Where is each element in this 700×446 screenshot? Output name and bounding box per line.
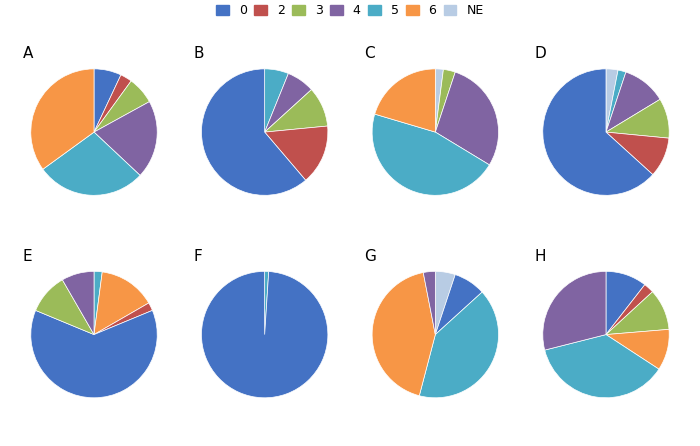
Text: C: C [364,46,374,61]
Wedge shape [606,70,626,132]
Wedge shape [606,271,645,334]
Wedge shape [424,271,435,334]
Wedge shape [265,74,312,132]
Wedge shape [94,271,102,334]
Wedge shape [202,69,306,195]
Legend: 0, 2, 3, 4, 5, 6, NE: 0, 2, 3, 4, 5, 6, NE [214,2,486,20]
Wedge shape [435,72,498,165]
Text: G: G [364,249,376,264]
Wedge shape [606,329,669,369]
Wedge shape [94,272,148,334]
Wedge shape [94,303,153,334]
Text: D: D [535,46,547,61]
Wedge shape [94,69,121,132]
Wedge shape [372,273,435,396]
Text: E: E [23,249,32,264]
Wedge shape [606,72,660,132]
Wedge shape [43,132,140,195]
Wedge shape [94,81,149,132]
Wedge shape [372,114,489,195]
Wedge shape [202,271,328,398]
Wedge shape [31,310,158,398]
Text: B: B [194,46,204,61]
Wedge shape [265,271,269,334]
Wedge shape [606,292,669,334]
Wedge shape [31,69,94,169]
Wedge shape [606,132,669,174]
Wedge shape [606,69,618,132]
Wedge shape [374,69,435,132]
Text: A: A [23,46,34,61]
Wedge shape [606,285,652,334]
Wedge shape [435,271,455,334]
Wedge shape [545,334,659,398]
Text: F: F [194,249,202,264]
Wedge shape [435,275,482,334]
Wedge shape [94,75,131,132]
Wedge shape [542,69,653,195]
Wedge shape [419,292,498,398]
Text: H: H [535,249,547,264]
Wedge shape [94,102,158,175]
Wedge shape [36,280,94,334]
Wedge shape [265,90,328,132]
Wedge shape [435,69,443,132]
Wedge shape [606,99,669,138]
Wedge shape [265,69,288,132]
Wedge shape [542,271,606,350]
Wedge shape [435,70,455,132]
Wedge shape [62,271,94,334]
Wedge shape [265,126,328,180]
